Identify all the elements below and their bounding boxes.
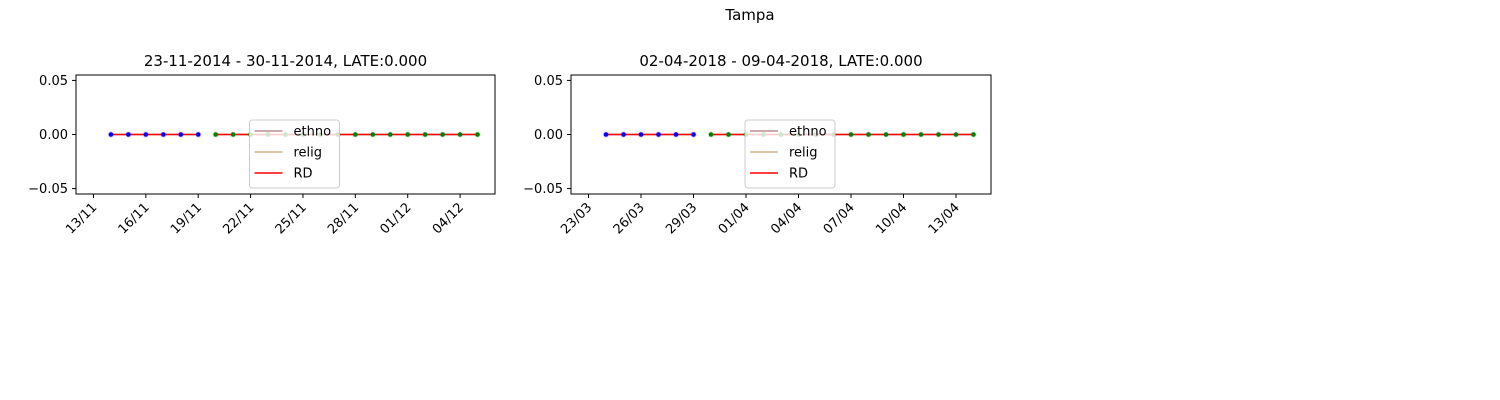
post-point	[353, 132, 358, 137]
x-tick-label: 04/04	[768, 200, 805, 237]
post-point	[901, 132, 906, 137]
x-tick-label: 13/11	[63, 200, 100, 237]
x-tick-label: 01/12	[377, 200, 414, 237]
y-tick-label: −0.05	[523, 182, 563, 197]
chart-panel-left: 23-11-2014 - 30-11-2014, LATE:0.000 0.05 0…	[28, 52, 496, 237]
post-point	[708, 132, 714, 137]
post-point	[726, 132, 731, 137]
x-tick-label: 22/11	[220, 200, 257, 237]
post-point	[866, 132, 871, 137]
post-point	[422, 132, 428, 137]
legend-label-ethno: ethno	[294, 125, 332, 140]
post-point	[918, 132, 924, 137]
x-tick-label: 01/04	[716, 200, 753, 237]
x-tick-label: 07/04	[821, 200, 858, 237]
legend-label-relig: relig	[789, 146, 818, 161]
post-point	[213, 132, 218, 137]
legend-label-ethno: ethno	[789, 125, 827, 140]
y-tick-label: 0.05	[39, 74, 68, 89]
x-tick-label: 25/11	[273, 200, 310, 237]
y-tick-label: −0.05	[28, 182, 68, 197]
x-tick-label: 16/11	[116, 200, 153, 237]
pre-point	[195, 132, 201, 137]
x-tick-label: 10/04	[873, 200, 910, 237]
x-tick-label: 04/12	[430, 200, 467, 237]
chart-title: 02-04-2018 - 09-04-2018, LATE:0.000	[639, 52, 922, 70]
post-point	[936, 132, 941, 137]
pre-point	[603, 132, 609, 137]
pre-point	[178, 132, 184, 137]
pre-point	[126, 132, 131, 137]
y-tick-label: 0.00	[534, 128, 563, 143]
figure-suptitle: Tampa	[724, 6, 774, 24]
pre-point	[143, 132, 149, 137]
post-point	[883, 132, 889, 137]
x-tick-label: 13/04	[926, 200, 963, 237]
x-tick-label: 29/03	[663, 200, 700, 237]
post-point	[848, 132, 854, 137]
legend-label-relig: relig	[294, 146, 323, 161]
x-tick-label: 19/11	[168, 200, 205, 237]
post-point	[387, 132, 393, 137]
x-tick-label: 28/11	[325, 200, 362, 237]
chart-panel-right: 02-04-2018 - 09-04-2018, LATE:0.000 0.05 0…	[523, 52, 992, 237]
chart-title: 23-11-2014 - 30-11-2014, LATE:0.000	[144, 52, 427, 70]
x-tick-label: 26/03	[611, 200, 648, 237]
legend-label-RD: RD	[294, 167, 313, 182]
pre-point	[673, 132, 679, 137]
post-point	[953, 132, 959, 137]
post-point	[230, 132, 236, 137]
post-point	[475, 132, 480, 137]
x-tick-label: 23/03	[558, 200, 595, 237]
legend-label-RD: RD	[789, 167, 808, 182]
post-point	[440, 132, 445, 137]
pre-point	[656, 132, 661, 137]
post-point	[405, 132, 411, 137]
post-point	[457, 132, 463, 137]
pre-point	[160, 132, 166, 137]
pre-point	[108, 132, 114, 137]
legend-box	[744, 119, 836, 189]
pre-point	[691, 132, 696, 137]
y-tick-label: 0.05	[534, 74, 563, 89]
post-point	[971, 132, 976, 137]
pre-point	[638, 132, 644, 137]
legend-box	[249, 119, 340, 189]
post-point	[370, 132, 376, 137]
y-tick-label: 0.00	[39, 128, 68, 143]
pre-point	[621, 132, 626, 137]
